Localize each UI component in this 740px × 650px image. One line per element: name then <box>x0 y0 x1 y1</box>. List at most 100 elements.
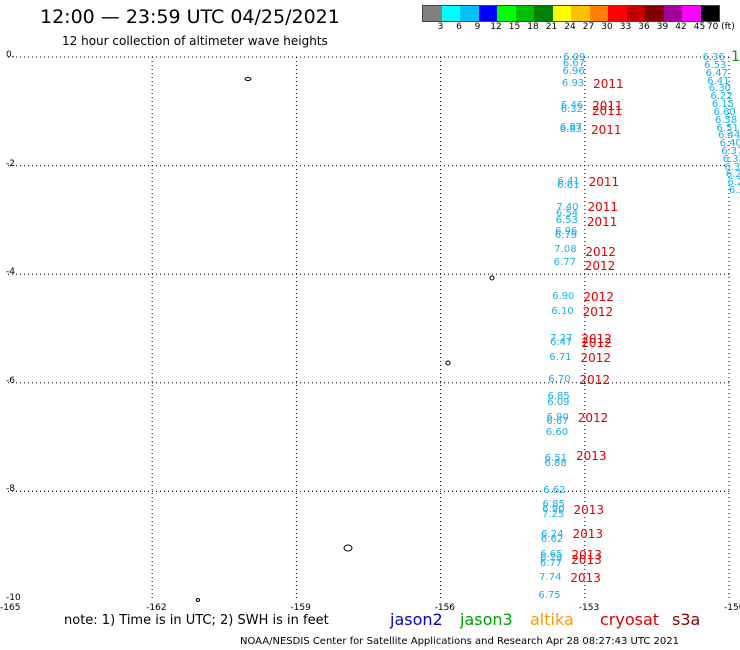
swh-reading: 6.79 <box>554 230 578 242</box>
swh-reading: 6.10 <box>551 306 574 318</box>
legend-swatch <box>441 6 460 21</box>
swh-reading-diagonal: 6.32 <box>724 161 740 173</box>
swh-reading-diagonal: 6.23 <box>729 185 740 197</box>
satellite-jason3: jason3 <box>460 610 513 629</box>
legend-label: 12 <box>490 22 502 32</box>
lat-tick-label: -10 <box>6 593 21 603</box>
legend-swatch <box>645 6 664 21</box>
legend-swatch <box>589 6 608 21</box>
year-label: 2011 <box>593 77 624 92</box>
swh-reading: 6.75 <box>538 590 561 602</box>
swh-reading: 6.61 <box>557 179 580 191</box>
island-outline <box>196 598 200 602</box>
legend-swatch <box>608 6 627 21</box>
legend-label: 27 <box>582 22 595 32</box>
lon-tick-label: -156 <box>434 603 456 613</box>
legend-label: 36 <box>638 22 650 32</box>
swh-reading: 6.77 <box>539 557 563 569</box>
swh-reading-diagonal: 6.53 <box>704 59 727 71</box>
year-label: 2013 <box>572 526 603 541</box>
swh-reading-diagonal: 6.22 <box>710 91 733 103</box>
island-outline <box>445 360 451 366</box>
year-label: 2013 <box>573 503 605 518</box>
map-subtitle: 12 hour collection of altimeter wave hei… <box>62 34 328 48</box>
year-label: 2011 <box>587 200 619 215</box>
swh-reading: 6.70 <box>548 374 571 386</box>
year-label: 2011 <box>586 214 618 229</box>
swh-reading-diagonal: 6.41 <box>707 75 730 87</box>
swh-reading: 6.67 <box>562 58 586 70</box>
year-label: 2012 <box>581 332 612 347</box>
legend-swatch <box>663 6 682 21</box>
year-label: 2012 <box>580 351 612 366</box>
swh-reading-diagonal: 6.36 <box>702 52 725 64</box>
swh-reading-diagonal: 6.40 <box>719 138 740 150</box>
legend-swatch <box>682 6 701 21</box>
swh-reading: 6.09 <box>547 396 570 408</box>
year-label: 2012 <box>579 373 611 388</box>
swh-reading: 6.71 <box>549 352 572 364</box>
swh-reading: 7.25 <box>542 508 565 520</box>
legend-label: 39 <box>656 22 669 32</box>
swh-reading: 6.88 <box>544 458 567 470</box>
swh-reading-diagonal: 6.58 <box>715 114 738 126</box>
swh-reading: 6.54 <box>555 208 579 220</box>
swh-reading: 6.90 <box>546 412 569 424</box>
swh-reading: 6.96 <box>555 225 578 237</box>
swh-reading: 6.62 <box>543 485 566 497</box>
swh-reading-diagonal: 6.35 <box>722 153 740 165</box>
legend-label: 33 <box>619 22 632 32</box>
year-label: 2012 <box>585 245 616 260</box>
lat-tick-label: 0. <box>6 50 15 60</box>
legend-label: 9 <box>474 22 481 32</box>
swh-reading: 6.79 <box>540 553 563 565</box>
swh-reading: 7.74 <box>539 572 562 584</box>
swh-reading-diagonal: 6.37 <box>721 145 740 157</box>
swh-reading: 6.53 <box>555 214 578 226</box>
year-label: 2013 <box>576 449 607 464</box>
swh-reading: 6.85 <box>547 391 570 403</box>
swh-reading: 6.87 <box>559 121 583 133</box>
legend-label: 6 <box>456 22 462 32</box>
footer-note: note: 1) Time is in UTC; 2) SWH is in fe… <box>64 613 329 628</box>
lon-tick-label: -165 <box>0 603 21 613</box>
swh-reading: 6.51 <box>544 452 567 464</box>
year-label: 2013 <box>571 547 603 562</box>
legend-label: 18 <box>527 22 539 32</box>
swh-reading: 6.96 <box>562 65 585 77</box>
legend-swatch <box>497 6 516 21</box>
wave-height-color-legend <box>422 5 720 22</box>
lon-tick-label: -162 <box>146 603 167 613</box>
swh-reading-diagonal: 6.29 <box>725 169 740 181</box>
swh-reading: 6.90 <box>552 291 575 302</box>
edge-track-label: 13 <box>731 49 740 65</box>
year-label: 2012 <box>582 305 614 320</box>
lat-tick-label: -4 <box>6 267 15 278</box>
swh-reading: 6.93 <box>561 78 585 90</box>
swh-reading: 6.77 <box>553 257 576 269</box>
legend-swatch <box>571 6 590 21</box>
swh-reading-diagonal: 6.15 <box>711 99 735 111</box>
legend-swatch <box>423 6 442 21</box>
swh-reading: 6.32 <box>560 104 583 116</box>
legend-swatch <box>700 6 719 21</box>
swh-reading: 6.09 <box>563 52 586 64</box>
swh-reading-diagonal: 6.26 <box>727 177 740 189</box>
swh-reading: 6.62 <box>540 534 564 546</box>
satellite-jason2: jason2 <box>390 610 443 629</box>
legend-label: 3 <box>437 22 444 32</box>
map-title: 12:00 — 23:59 UTC 04/25/2021 <box>40 6 340 28</box>
legend-labels: 3 6 9 12 15 18 21 24 27 30 33 36 39 42 45 70 (ft) <box>422 22 740 34</box>
satellite-cryosat: cryosat <box>600 610 660 629</box>
satellite-altika: altika <box>530 610 574 629</box>
swh-reading: 6.46 <box>560 99 584 111</box>
legend-label: 70 (ft) <box>706 22 735 32</box>
legend-swatch <box>460 6 479 21</box>
island-outline <box>343 544 353 552</box>
year-label: 2012 <box>581 336 612 351</box>
swh-reading-diagonal: 6.30 <box>708 83 732 95</box>
swh-reading: 6.47 <box>549 337 573 349</box>
swh-reading: 6.85 <box>542 498 565 510</box>
legend-swatch <box>515 6 534 21</box>
